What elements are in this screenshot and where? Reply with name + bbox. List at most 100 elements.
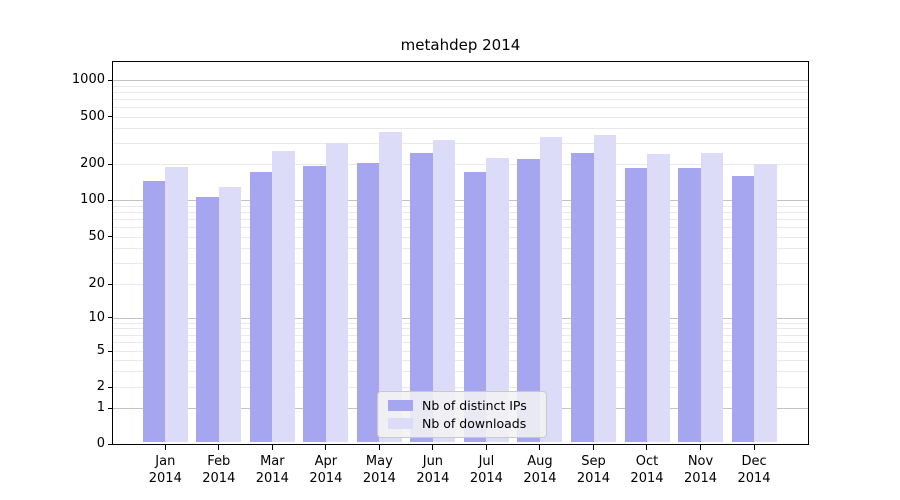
minor-gridline [113,211,808,213]
x-tick-month: Jun [422,454,444,469]
x-tick-year: 2014 [255,471,289,486]
legend-swatch-downloads [388,418,413,429]
y-axis-tick-label: 0 [96,436,105,451]
y-axis-tick-label: 200 [80,156,105,172]
plot-area [112,61,809,445]
x-tick-mark [378,445,380,450]
major-gridline [113,200,808,201]
x-tick-mark [700,445,701,450]
x-tick-month: Feb [207,454,231,469]
x-axis-tick-label: Oct 2014 [615,453,679,487]
x-tick-mark [646,445,648,450]
y-axis-tick-label: 5 [96,343,105,358]
legend-label: Nb of downloads [422,416,527,431]
x-tick-month: Apr [314,454,338,469]
x-tick-mark [218,445,220,450]
x-tick-year: 2014 [523,471,557,486]
minor-gridline [113,205,808,207]
x-tick-mark [164,445,166,450]
x-tick-year: 2014 [630,471,664,486]
x-axis-tick-label: May 2014 [347,453,411,487]
x-tick-year: 2014 [362,471,396,486]
bar-downloads-sep [593,134,616,442]
bar-distinct-ips-jan [142,180,166,442]
minor-gridline [113,328,808,330]
x-tick-year: 2014 [683,471,718,486]
bar-distinct-ips-aug [517,159,540,442]
y-tick-mark [108,116,113,118]
x-tick-month: Nov [687,454,714,469]
x-tick-mark [325,445,327,450]
minor-gridline [113,107,808,109]
bar-downloads-jan [165,166,188,442]
legend: Nb of distinct IPs Nb of downloads [377,391,547,438]
minor-gridline [113,371,808,373]
major-gridline [113,317,808,319]
x-axis-tick-label: Feb 2014 [187,453,251,487]
x-tick-year: 2014 [469,471,503,486]
x-tick-year: 2014 [148,471,182,486]
bar-downloads-nov [700,153,723,442]
y-axis-tick-label: 1000 [71,72,105,87]
x-tick-mark [753,445,755,450]
bar-downloads-feb [218,186,242,442]
y-axis-tick-label: 10 [88,309,105,325]
x-tick-year: 2014 [416,471,450,486]
x-tick-year: 2014 [737,471,771,486]
minor-gridline [113,248,808,250]
y-axis-tick-label: 2 [96,379,105,395]
x-axis-tick-label: Jul 2014 [454,453,518,487]
minor-gridline [113,128,808,130]
y-tick-mark [108,236,113,238]
minor-gridline [113,164,808,166]
minor-gridline [113,91,808,93]
y-tick-mark [108,79,113,81]
y-axis-tick-label: 50 [88,228,105,244]
y-tick-mark [108,317,113,318]
legend-item-distinct-ips: Nb of distinct IPs [388,398,546,413]
bar-distinct-ips-jul [463,172,487,442]
minor-gridline [113,236,808,238]
minor-gridline [113,359,808,361]
y-tick-mark [108,199,113,201]
major-gridline [113,80,808,81]
bar-distinct-ips-mar [249,172,273,442]
x-tick-month: May [365,454,393,469]
x-tick-year: 2014 [576,471,610,486]
bar-downloads-dec [754,164,777,442]
x-tick-month: Sep [581,454,606,469]
bar-downloads-aug [539,136,563,442]
x-axis-tick-label: Mar 2014 [240,453,304,487]
x-tick-month: Oct [635,454,659,469]
x-tick-mark [432,445,434,450]
legend-swatch-distinct-ips [388,400,413,411]
y-axis-tick-label: 20 [88,276,105,291]
x-tick-mark [592,445,594,450]
bar-downloads-oct [647,154,670,442]
minor-gridline [113,218,808,220]
minor-gridline [113,98,808,100]
minor-gridline [113,351,808,352]
legend-label: Nb of distinct IPs [422,398,527,413]
x-tick-month: Dec [741,454,767,469]
y-tick-mark [108,350,113,352]
bar-downloads-jun [432,139,456,442]
x-tick-month: Mar [260,454,285,469]
y-tick-mark [108,163,113,165]
bar-distinct-ips-nov [678,168,701,442]
y-tick-mark [108,283,113,285]
x-axis-tick-label: Nov 2014 [669,453,733,487]
x-tick-year: 2014 [202,471,236,486]
x-axis-tick-label: Dec 2014 [722,453,786,487]
x-tick-month: Jan [155,454,176,469]
bar-distinct-ips-dec [731,175,754,442]
bar-distinct-ips-oct [624,168,647,442]
x-tick-year: 2014 [309,471,343,486]
y-axis-tick-label: 100 [80,192,105,207]
minor-gridline [113,387,808,389]
minor-gridline [113,227,808,229]
bar-distinct-ips-feb [196,196,219,442]
x-axis-tick-label: Apr 2014 [294,453,358,487]
y-tick-mark [108,443,113,445]
